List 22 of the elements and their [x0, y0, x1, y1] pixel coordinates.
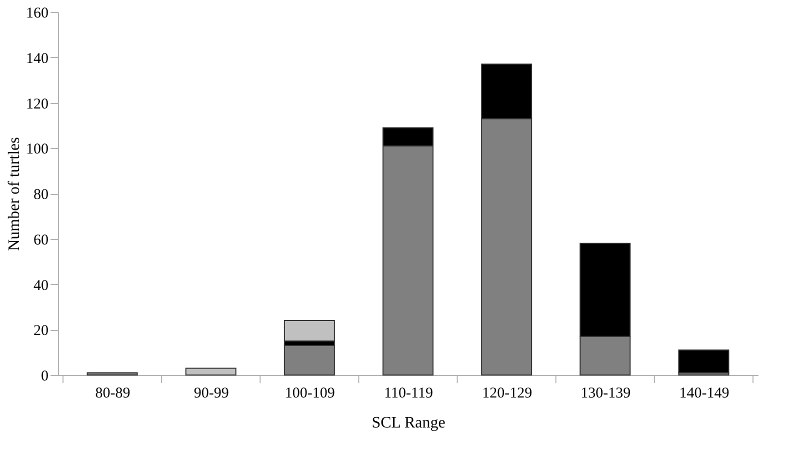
y-axis-title: Number of turtles	[6, 137, 23, 251]
y-tick-label: 60	[34, 232, 48, 248]
y-tick-label: 20	[34, 323, 48, 340]
x-tick-label: 130-139	[580, 386, 631, 402]
x-tick-label: 120-129	[482, 386, 532, 402]
y-tick-label: 160	[26, 6, 48, 22]
y-tick-label: 80	[34, 187, 48, 203]
x-tick-label: 100-109	[284, 386, 335, 402]
x-tick-label: 80-89	[95, 386, 130, 402]
bar	[284, 345, 335, 376]
y-tick-label: 140	[26, 50, 48, 67]
x-axis-title: SCL Range	[372, 414, 446, 432]
bar	[678, 350, 730, 374]
y-tick-label: 0	[41, 368, 48, 384]
y-tick-label: 120	[26, 96, 48, 112]
x-tick-label: 110-119	[384, 386, 433, 402]
x-tick-label: 90-99	[194, 386, 229, 402]
bar	[86, 372, 138, 376]
y-tick-label: 40	[34, 278, 48, 294]
y-tick-label: 100	[26, 142, 48, 158]
bar	[185, 368, 236, 376]
x-tick-label: 140-149	[679, 386, 730, 402]
